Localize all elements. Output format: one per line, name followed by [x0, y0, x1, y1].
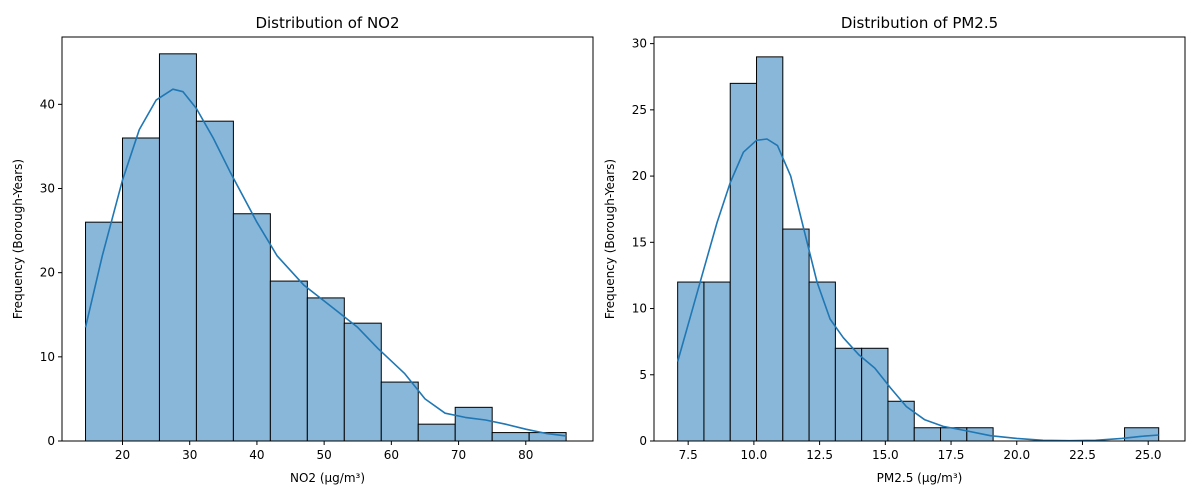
y-tick-label: 20	[632, 169, 647, 183]
chart-pm25: 7.5 10.0 12.5 15.0 17.5 20.0 22.5 25.0 0 5 10 15 20 2…	[603, 14, 1186, 485]
x-tick-label: 12.5	[806, 448, 833, 462]
x-tick-label: 17.5	[938, 448, 965, 462]
x-tick-label: 20	[115, 448, 130, 462]
histogram-bar	[85, 221, 123, 442]
x-tick-label: 30	[182, 448, 197, 462]
kde-line	[676, 138, 1159, 442]
histogram-bar	[269, 280, 308, 442]
histogram-bar	[454, 406, 493, 442]
axes-frame	[653, 36, 1186, 442]
y-tick-label: 30	[40, 182, 55, 196]
histogram-bar	[756, 56, 784, 442]
histogram-bar	[677, 281, 705, 442]
histogram-bar	[1124, 427, 1160, 442]
y-tick-label: 40	[40, 97, 55, 111]
histogram-bar	[887, 400, 915, 442]
x-tick-label: 80	[518, 448, 533, 462]
y-tick-label: 5	[639, 368, 647, 382]
x-tick-label: 22.5	[1069, 448, 1096, 462]
axes-frame	[61, 36, 594, 442]
histogram-bar	[195, 120, 234, 442]
histogram-bar	[703, 281, 731, 442]
x-tick-label: 15.0	[872, 448, 899, 462]
y-tick-label: 10	[632, 302, 647, 316]
x-axis-label: NO2 (µg/m³)	[290, 471, 365, 485]
y-tick-label: 0	[639, 434, 647, 448]
y-axis-label: Frequency (Borough-Years)	[11, 159, 25, 319]
histogram-bar	[343, 322, 382, 442]
x-tick-label: 50	[316, 448, 331, 462]
histogram-bar	[861, 347, 889, 442]
x-tick-label: 20.0	[1003, 448, 1030, 462]
histogram-bar	[913, 427, 942, 442]
x-axis-label: PM2.5 (µg/m³)	[877, 471, 963, 485]
y-tick-label: 20	[40, 266, 55, 280]
chart-title: Distribution of NO2	[255, 14, 399, 32]
x-tick-label: 10.0	[741, 448, 768, 462]
x-tick-label: 70	[451, 448, 466, 462]
histogram-bar	[491, 432, 530, 442]
histogram-bar	[121, 137, 160, 442]
y-axis-label: Frequency (Borough-Years)	[603, 159, 617, 319]
histogram-bar	[232, 213, 271, 442]
histogram-bar	[729, 82, 758, 442]
x-tick-label: 60	[384, 448, 399, 462]
x-tick-label: 40	[249, 448, 264, 462]
histogram-bar	[782, 228, 810, 442]
kde-line	[84, 88, 567, 437]
y-tick-label: 25	[632, 103, 647, 117]
x-tick-label: 7.5	[679, 448, 698, 462]
histogram-bar	[158, 53, 197, 442]
y-tick-label: 15	[632, 235, 647, 249]
histogram-bar	[808, 281, 836, 442]
histogram-bar	[834, 347, 863, 442]
histogram-bar	[380, 381, 419, 442]
y-tick-label: 0	[47, 434, 55, 448]
histogram-bar	[306, 297, 345, 442]
chart-title: Distribution of PM2.5	[841, 14, 998, 32]
x-tick-label: 25.0	[1135, 448, 1162, 462]
chart-no2: 20 30 40 50 60 70 80 0 10 20 30 40 Distribution of N…	[11, 14, 594, 485]
y-tick-label: 10	[40, 350, 55, 364]
y-tick-label: 30	[632, 37, 647, 51]
histogram-bar	[417, 423, 456, 442]
